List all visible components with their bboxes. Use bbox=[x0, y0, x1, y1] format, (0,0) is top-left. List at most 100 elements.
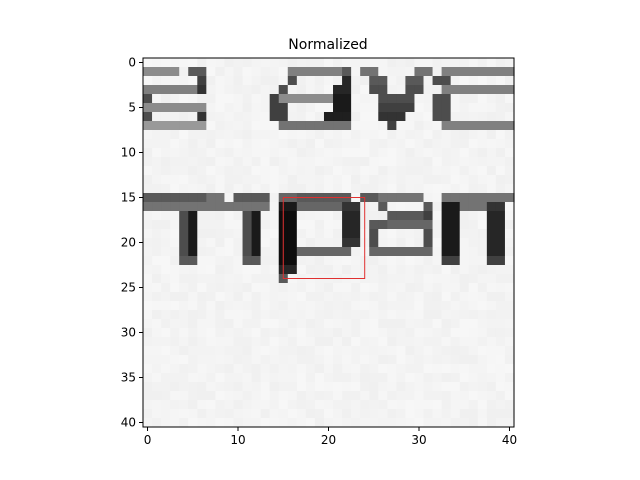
heatmap-cell bbox=[441, 166, 452, 176]
heatmap-cell bbox=[450, 94, 461, 104]
heatmap-cell bbox=[215, 67, 226, 77]
heatmap-cell bbox=[342, 256, 352, 266]
heatmap-cell bbox=[414, 184, 425, 194]
heatmap-cell bbox=[441, 301, 452, 311]
heatmap-cell bbox=[260, 175, 271, 185]
heatmap-cell bbox=[477, 328, 488, 338]
heatmap-cell bbox=[351, 112, 361, 122]
heatmap-cell bbox=[360, 76, 370, 86]
heatmap-cell bbox=[242, 418, 253, 428]
heatmap-cell bbox=[287, 265, 298, 275]
heatmap-cell bbox=[333, 202, 343, 212]
heatmap-cell bbox=[504, 166, 515, 176]
heatmap-cell bbox=[251, 364, 262, 374]
heatmap-cell bbox=[188, 157, 198, 167]
heatmap-cell bbox=[369, 409, 379, 419]
heatmap-cell bbox=[296, 130, 307, 140]
heatmap-cell bbox=[459, 409, 470, 419]
heatmap-cell bbox=[260, 274, 271, 284]
heatmap-cell bbox=[224, 265, 235, 275]
heatmap-cell bbox=[342, 400, 352, 410]
heatmap-cell bbox=[441, 220, 452, 230]
heatmap-cell bbox=[323, 418, 334, 428]
heatmap-cell bbox=[396, 364, 407, 374]
heatmap-cell bbox=[351, 85, 361, 95]
heatmap-cell bbox=[369, 139, 379, 149]
heatmap-cell bbox=[396, 184, 407, 194]
heatmap-cell bbox=[251, 319, 262, 329]
heatmap-cell bbox=[396, 400, 407, 410]
heatmap-cell bbox=[197, 229, 207, 239]
heatmap-cell bbox=[387, 364, 397, 374]
heatmap-cell bbox=[215, 328, 226, 338]
heatmap-cell bbox=[477, 121, 488, 131]
heatmap-cell bbox=[333, 283, 343, 293]
heatmap-cell bbox=[396, 229, 407, 239]
heatmap-cell bbox=[351, 148, 361, 158]
heatmap-cell bbox=[369, 67, 379, 77]
heatmap-cell bbox=[486, 301, 497, 311]
heatmap-cell bbox=[179, 220, 189, 230]
heatmap-cell bbox=[423, 382, 434, 392]
heatmap-cell bbox=[323, 373, 334, 383]
heatmap-cell bbox=[432, 94, 443, 104]
x-tick-label: 20 bbox=[321, 433, 336, 447]
heatmap-cell bbox=[486, 364, 497, 374]
heatmap-cell bbox=[441, 391, 452, 401]
heatmap-cell bbox=[143, 85, 153, 95]
heatmap-cell bbox=[233, 247, 244, 257]
heatmap-cell bbox=[378, 229, 388, 239]
heatmap-cell bbox=[260, 400, 271, 410]
heatmap-cell bbox=[323, 364, 334, 374]
heatmap-cell bbox=[251, 247, 262, 257]
heatmap-cell bbox=[179, 211, 189, 221]
heatmap-cell bbox=[387, 103, 397, 113]
heatmap-cell bbox=[459, 211, 470, 221]
heatmap-cell bbox=[188, 211, 198, 221]
heatmap-cell bbox=[333, 373, 343, 383]
heatmap-cell bbox=[287, 400, 298, 410]
heatmap-cell bbox=[161, 121, 171, 131]
heatmap-cell bbox=[369, 346, 379, 356]
heatmap-cell bbox=[369, 274, 379, 284]
heatmap-cell bbox=[477, 184, 488, 194]
heatmap-cell bbox=[269, 292, 280, 302]
heatmap-cell bbox=[305, 103, 316, 113]
heatmap-cell bbox=[378, 283, 388, 293]
heatmap-cell bbox=[287, 166, 298, 176]
heatmap-cell bbox=[504, 247, 515, 257]
heatmap-cell bbox=[459, 103, 470, 113]
heatmap-cell bbox=[197, 310, 207, 320]
heatmap-cell bbox=[378, 103, 388, 113]
heatmap-cell bbox=[342, 310, 352, 320]
heatmap-cell bbox=[323, 319, 334, 329]
heatmap-cell bbox=[170, 202, 180, 212]
heatmap-cell bbox=[450, 139, 461, 149]
heatmap-cell bbox=[314, 157, 325, 167]
heatmap-cell bbox=[188, 382, 198, 392]
heatmap-cell bbox=[296, 211, 307, 221]
heatmap-cell bbox=[143, 58, 153, 68]
heatmap-cell bbox=[233, 418, 244, 428]
heatmap-cell bbox=[314, 238, 325, 248]
heatmap-cell bbox=[197, 283, 207, 293]
heatmap-cell bbox=[314, 229, 325, 239]
heatmap-cell bbox=[197, 256, 207, 266]
heatmap-cell bbox=[333, 409, 343, 419]
heatmap-cell bbox=[224, 301, 235, 311]
heatmap-cell bbox=[206, 157, 216, 167]
heatmap-cell bbox=[396, 310, 407, 320]
heatmap-cell bbox=[450, 58, 461, 68]
heatmap-cell bbox=[305, 247, 316, 257]
heatmap-cell bbox=[423, 400, 434, 410]
heatmap-cell bbox=[432, 274, 443, 284]
heatmap-cell bbox=[414, 85, 425, 95]
heatmap-cell bbox=[260, 184, 271, 194]
heatmap-cell bbox=[188, 328, 198, 338]
heatmap-cell bbox=[450, 355, 461, 365]
heatmap-cell bbox=[242, 112, 253, 122]
heatmap-cell bbox=[233, 328, 244, 338]
heatmap-cell bbox=[495, 310, 506, 320]
heatmap-cell bbox=[251, 346, 262, 356]
heatmap-cell bbox=[152, 391, 162, 401]
